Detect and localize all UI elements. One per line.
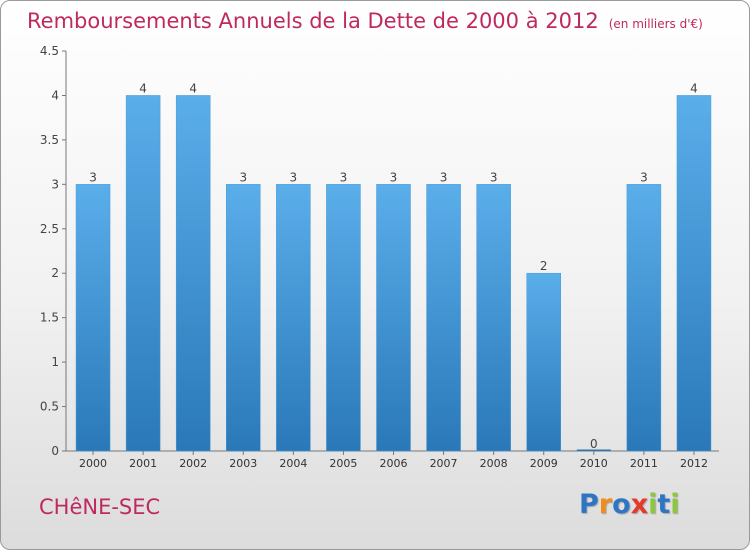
y-tick-label: 1.5 bbox=[40, 311, 59, 325]
bar-value-label: 4 bbox=[189, 81, 197, 95]
bar-value-label: 3 bbox=[340, 170, 348, 184]
bar bbox=[476, 184, 511, 452]
x-tick-label: 2002 bbox=[179, 457, 207, 470]
bar bbox=[676, 95, 712, 452]
bar-value-label: 3 bbox=[390, 170, 398, 184]
chart-title: Remboursements Annuels de la Dette de 20… bbox=[27, 9, 599, 33]
bar bbox=[75, 184, 111, 452]
y-tick-label: 2 bbox=[51, 266, 59, 280]
bar-value-label: 4 bbox=[139, 81, 147, 95]
logo-letter: o bbox=[612, 489, 631, 520]
bar-value-label: 2 bbox=[540, 259, 548, 273]
x-tick-label: 2006 bbox=[380, 457, 408, 470]
logo-letter: r bbox=[598, 489, 613, 520]
logo-letter: x bbox=[630, 489, 649, 520]
x-tick-label: 2009 bbox=[530, 457, 558, 470]
x-tick-label: 2005 bbox=[329, 457, 357, 470]
logo-letter: P bbox=[579, 489, 599, 520]
proxiti-logo[interactable]: Proxiti bbox=[579, 489, 680, 520]
bar bbox=[376, 184, 411, 452]
y-tick-label: 3 bbox=[51, 177, 59, 191]
x-tick-label: 2008 bbox=[480, 457, 508, 470]
bar bbox=[226, 184, 261, 452]
y-tick-label: 4 bbox=[51, 88, 59, 102]
y-tick-label: 1 bbox=[51, 355, 59, 369]
logo-letter: i bbox=[670, 489, 680, 520]
y-tick-label: 2.5 bbox=[40, 222, 59, 236]
bar-value-label: 3 bbox=[89, 170, 97, 184]
logo-letter: i bbox=[648, 489, 658, 520]
bar-value-label: 3 bbox=[440, 170, 448, 184]
y-tick-label: 0 bbox=[51, 444, 59, 458]
bar bbox=[125, 95, 161, 452]
commune-name: CHêNE-SEC bbox=[39, 495, 161, 519]
bar-value-label: 3 bbox=[290, 170, 298, 184]
x-tick-label: 2000 bbox=[79, 457, 107, 470]
chart-unit: (en milliers d'€) bbox=[608, 17, 703, 31]
bar-value-label: 3 bbox=[490, 170, 498, 184]
y-tick-label: 3.5 bbox=[40, 133, 59, 147]
bar bbox=[526, 272, 561, 452]
bar bbox=[626, 184, 662, 452]
bar bbox=[326, 184, 361, 452]
logo-letter: t bbox=[657, 489, 671, 520]
x-tick-label: 2010 bbox=[580, 457, 608, 470]
bar-value-label: 0 bbox=[590, 437, 598, 451]
x-tick-label: 2007 bbox=[430, 457, 458, 470]
bar-value-label: 3 bbox=[640, 170, 648, 184]
x-tick-label: 2001 bbox=[129, 457, 157, 470]
x-tick-label: 2004 bbox=[279, 457, 307, 470]
x-tick-label: 2011 bbox=[630, 457, 658, 470]
bar bbox=[175, 95, 211, 452]
x-tick-label: 2012 bbox=[680, 457, 708, 470]
bar bbox=[276, 184, 311, 452]
bar bbox=[426, 184, 461, 452]
chart-title-block: Remboursements Annuels de la Dette de 20… bbox=[27, 9, 703, 33]
bar bbox=[576, 449, 611, 451]
bar-value-label: 3 bbox=[239, 170, 247, 184]
plot-area: 0 0.5 1 1.5 2 2.5 3 3.5 4 4.5 3 2000 4 2001 4 2002 3 2003… bbox=[40, 44, 719, 470]
bar-value-label: 4 bbox=[690, 81, 698, 95]
y-tick-label: 4.5 bbox=[40, 44, 59, 58]
y-tick-label: 0.5 bbox=[40, 400, 59, 414]
x-tick-label: 2003 bbox=[229, 457, 257, 470]
